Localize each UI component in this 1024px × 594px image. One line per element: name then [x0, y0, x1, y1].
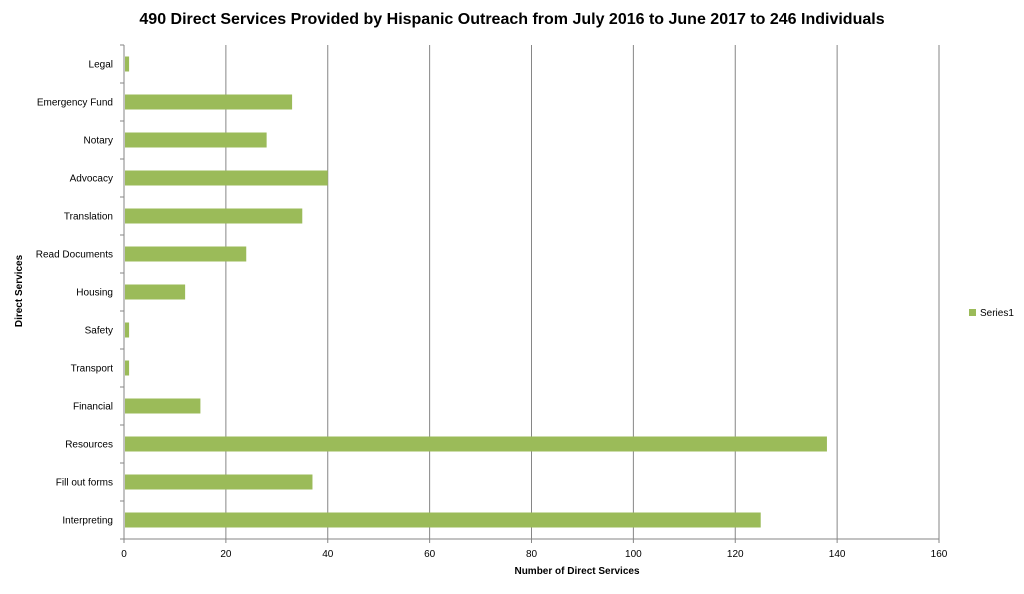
bar-translation: [125, 208, 303, 224]
chart-title: 490 Direct Services Provided by Hispanic…: [139, 11, 884, 28]
bar-notary: [125, 132, 267, 148]
y-tick-label: Advocacy: [70, 174, 113, 185]
bar-housing: [125, 284, 186, 300]
y-tick-label: Legal: [89, 60, 113, 71]
legend-label-series1: Series1: [980, 308, 1014, 319]
y-tick-label: Financial: [73, 402, 113, 413]
bar-fill-out-forms: [125, 474, 313, 490]
x-tick-label: 60: [424, 549, 436, 560]
x-tick-label: 160: [931, 549, 948, 560]
bar-emergency-fund: [125, 94, 293, 110]
bar-interpreting: [125, 512, 761, 528]
bar-advocacy: [125, 170, 328, 186]
bar-legal: [125, 56, 130, 72]
axes: 0 20 40 60 80 100 120 140 160 Interpreting Fill ou…: [36, 44, 948, 560]
x-tick-label: 80: [526, 549, 538, 560]
y-tick-label: Notary: [84, 136, 113, 147]
y-tick-label: Resources: [65, 440, 113, 451]
bars: [125, 56, 827, 528]
x-tick-label: 40: [322, 549, 334, 560]
bar-resources: [125, 436, 827, 452]
bar-read-documents: [125, 246, 247, 262]
bar-safety: [125, 322, 130, 338]
x-tick-label: 140: [829, 549, 846, 560]
x-axis-title: Number of Direct Services: [514, 566, 639, 577]
x-tick-label: 0: [121, 549, 127, 560]
x-tick-label: 20: [220, 549, 232, 560]
legend-swatch-series1: [969, 309, 976, 316]
y-tick-label: Translation: [64, 212, 113, 223]
y-tick-label: Housing: [76, 288, 113, 299]
y-tick-label: Safety: [85, 326, 113, 337]
y-tick-label: Interpreting: [62, 516, 113, 527]
legend: Series1: [969, 308, 1014, 319]
y-tick-label: Fill out forms: [56, 478, 113, 489]
x-tick-label: 120: [727, 549, 744, 560]
x-tick-label: 100: [625, 549, 642, 560]
y-tick-label: Emergency Fund: [37, 98, 113, 109]
gridlines: [225, 45, 940, 539]
y-tick-label: Transport: [71, 364, 114, 375]
y-tick-label: Read Documents: [36, 250, 113, 261]
y-axis-title: Direct Services: [14, 254, 25, 327]
bar-transport: [125, 360, 130, 376]
bar-financial: [125, 398, 201, 414]
